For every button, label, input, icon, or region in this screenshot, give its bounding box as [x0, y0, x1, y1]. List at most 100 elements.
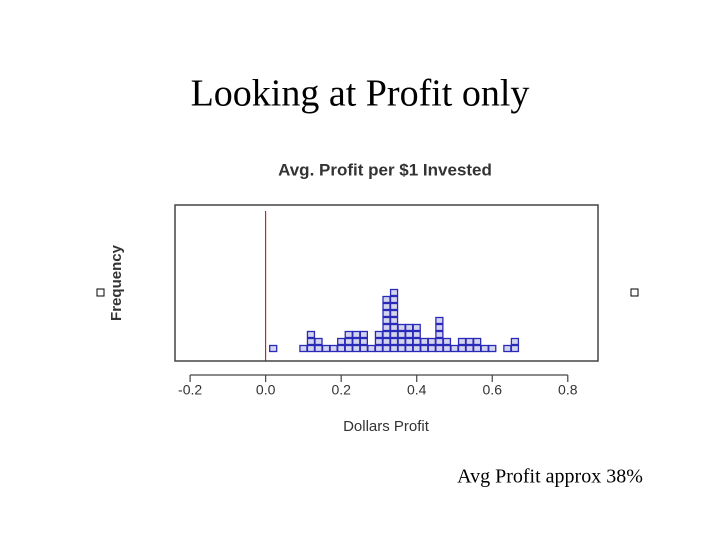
chart-title: Avg. Profit per $1 Invested: [278, 160, 492, 179]
dot: [412, 344, 421, 353]
dot-column: [329, 344, 338, 353]
x-tick-label: 0.6: [483, 382, 503, 398]
dot: [306, 330, 316, 339]
x-tick-label: 0.2: [331, 382, 351, 398]
dot: [442, 337, 452, 346]
dot: [382, 337, 391, 346]
dot: [427, 344, 436, 353]
dot: [457, 337, 467, 346]
dot: [389, 344, 399, 353]
dot-column: [337, 337, 346, 353]
x-tick-label: -0.2: [178, 382, 202, 398]
dot: [465, 337, 474, 346]
dot: [412, 337, 421, 346]
dot: [405, 330, 414, 339]
dot: [321, 344, 331, 353]
dot: [389, 330, 399, 339]
y-axis-label: Frequency: [108, 244, 125, 321]
dot: [488, 344, 497, 353]
dot: [435, 337, 444, 346]
dot: [344, 344, 353, 353]
dot: [405, 337, 414, 346]
bullet: [630, 288, 639, 297]
dot: [382, 302, 391, 311]
dot-column: [488, 344, 497, 353]
dot-column: [510, 337, 520, 353]
slide-title: Looking at Profit only: [191, 73, 530, 115]
dot: [344, 330, 353, 339]
dot: [420, 344, 429, 353]
dot: [359, 337, 368, 346]
plot-frame: [174, 204, 599, 362]
dot: [352, 344, 361, 353]
dot: [435, 344, 444, 353]
dot: [306, 337, 316, 346]
dot: [359, 344, 368, 353]
dot-column: [359, 330, 368, 353]
dot-column: [405, 323, 414, 353]
dot: [389, 323, 399, 332]
dot-column: [480, 344, 489, 353]
dot: [397, 323, 406, 332]
dot: [314, 344, 323, 353]
dot-column: [450, 344, 459, 353]
dot: [337, 344, 346, 353]
dot-column: [397, 323, 406, 353]
x-tick-label: 0.4: [407, 382, 427, 398]
dot: [374, 330, 384, 339]
dot-column: [472, 337, 482, 353]
dot: [382, 309, 391, 318]
dot: [427, 337, 436, 346]
dot: [510, 344, 520, 353]
x-tick-label: 0.0: [256, 382, 276, 398]
dot: [352, 337, 361, 346]
dot: [397, 330, 406, 339]
dot-column: [442, 337, 452, 353]
dot: [397, 337, 406, 346]
dot: [329, 344, 338, 353]
dot-column: [503, 344, 512, 353]
dot: [367, 344, 376, 353]
dot: [374, 337, 384, 346]
dot-column: [321, 344, 331, 353]
dot: [510, 337, 520, 346]
dot-column: [389, 288, 399, 353]
dot: [412, 330, 421, 339]
dot-column: [299, 344, 308, 353]
dot: [457, 344, 467, 353]
dot: [344, 337, 353, 346]
dot-column: [374, 330, 384, 353]
dot: [352, 330, 361, 339]
dot: [450, 344, 459, 353]
dot: [412, 323, 421, 332]
dot: [382, 316, 391, 325]
dot: [405, 323, 414, 332]
dot-column: [427, 337, 436, 353]
dot: [480, 344, 489, 353]
dot-column: [457, 337, 467, 353]
dot: [442, 344, 452, 353]
dot: [435, 316, 444, 325]
dot: [405, 344, 414, 353]
dot: [389, 288, 399, 297]
dot: [382, 323, 391, 332]
dot: [337, 337, 346, 346]
dot: [472, 337, 482, 346]
dot: [389, 302, 399, 311]
dot: [389, 309, 399, 318]
dot-column: [465, 337, 474, 353]
x-axis-label: Dollars Profit: [343, 418, 430, 435]
dot: [382, 330, 391, 339]
dot-column: [352, 330, 361, 353]
dot-column: [420, 337, 429, 353]
x-tick-label: 0.8: [558, 382, 578, 398]
dot: [269, 344, 278, 353]
dot: [389, 316, 399, 325]
dot-column: [306, 330, 316, 353]
dot: [397, 344, 406, 353]
dot: [435, 330, 444, 339]
dot-column: [382, 295, 391, 353]
dot: [299, 344, 308, 353]
